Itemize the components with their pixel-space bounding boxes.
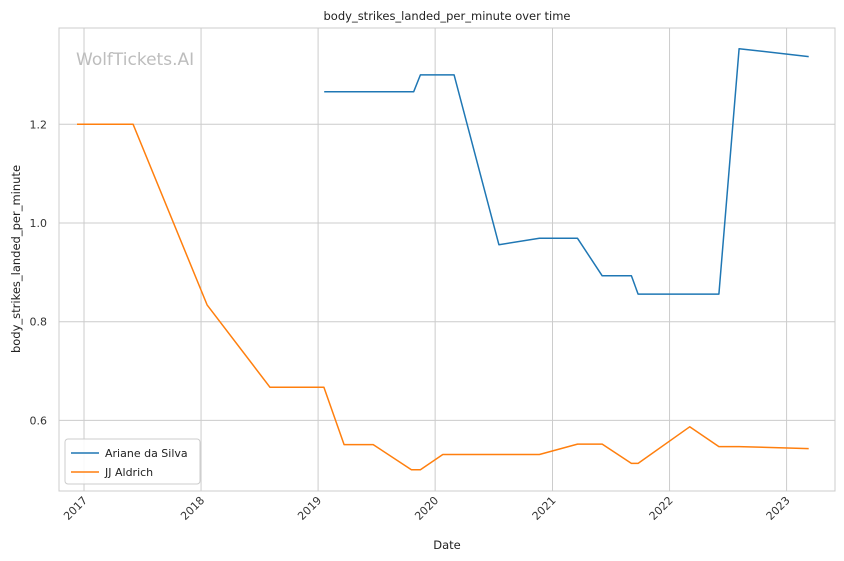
y-tick-label: 0.8: [30, 316, 48, 329]
legend-label-ariane-da-silva: Ariane da Silva: [105, 447, 188, 460]
series-line-jj-aldrich: [77, 123, 809, 471]
y-axis-label: body_strikes_landed_per_minute: [9, 165, 23, 353]
plot-frame: [58, 27, 836, 492]
legend: Ariane da Silva JJ Aldrich: [64, 438, 201, 485]
series-line-ariane-da-silva: [324, 47, 809, 295]
watermark: WolfTickets.AI: [76, 50, 194, 70]
y-tick-label: 1.0: [30, 217, 48, 230]
grid: [59, 28, 835, 491]
y-tick-label: 1.2: [30, 118, 48, 131]
y-tick-label: 0.6: [30, 414, 48, 427]
chart-title: body_strikes_landed_per_minute over time: [324, 9, 571, 23]
series-lines: [77, 47, 809, 471]
legend-label-jj-aldrich: JJ Aldrich: [104, 466, 153, 479]
x-axis-label: Date: [433, 538, 461, 552]
y-axis-ticks: 0.6 0.8 1.0 1.2: [30, 118, 48, 427]
